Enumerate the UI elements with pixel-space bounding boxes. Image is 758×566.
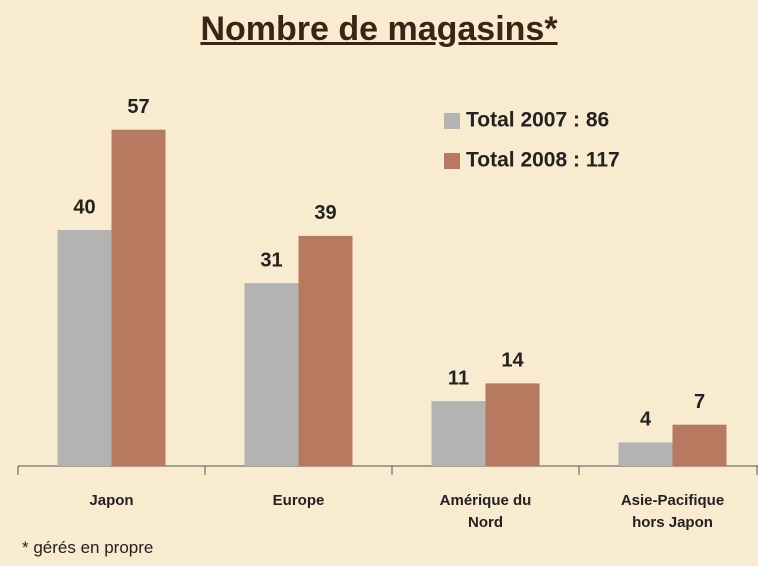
data-label: 14 xyxy=(501,350,524,372)
bar xyxy=(618,442,673,466)
x-tick-label: Amérique du Nord xyxy=(439,492,532,531)
bar xyxy=(298,235,353,466)
chart-title: Nombre de magasins* xyxy=(200,10,558,48)
x-tick-label: Europe xyxy=(272,492,325,509)
x-tick-label: Japon xyxy=(89,492,134,509)
data-label: 11 xyxy=(448,367,469,389)
legend-label: Total 2007 : 86 xyxy=(466,109,609,132)
legend-swatch xyxy=(444,113,460,129)
data-label: 31 xyxy=(260,249,282,271)
footnote: * gérés en propre xyxy=(22,538,154,557)
x-tick-label: Asie-Pacifique hors Japon xyxy=(620,492,725,531)
bar xyxy=(111,129,166,466)
legend-label: Total 2008 : 117 xyxy=(466,149,620,172)
bar xyxy=(57,230,112,466)
legend-swatch xyxy=(444,153,460,169)
bar xyxy=(485,383,540,466)
data-label: 7 xyxy=(694,391,705,413)
bar xyxy=(672,424,727,466)
data-label: 40 xyxy=(73,196,95,218)
data-label: 4 xyxy=(640,409,652,431)
data-label: 57 xyxy=(127,96,149,118)
data-label: 39 xyxy=(314,202,336,224)
bar xyxy=(244,283,299,466)
bar xyxy=(431,401,486,466)
